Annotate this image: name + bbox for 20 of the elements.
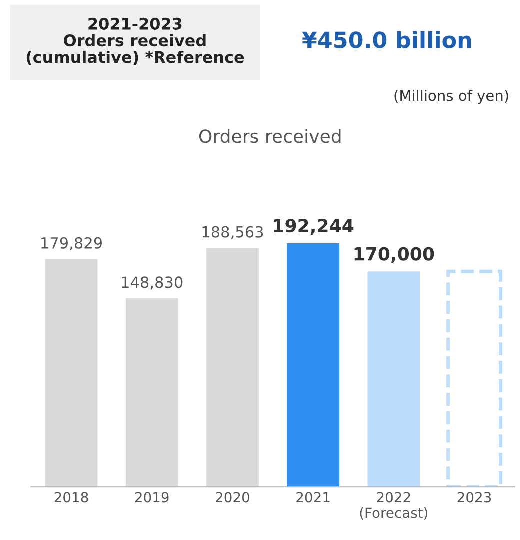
bar xyxy=(126,298,178,488)
data-label: 148,830 xyxy=(122,276,183,290)
chart-title: Orders received xyxy=(199,129,341,144)
text: (Millions of yen) xyxy=(394,90,508,104)
bar xyxy=(368,272,420,488)
data-label: 170,000 xyxy=(354,247,434,264)
bar xyxy=(45,259,98,488)
text: 2021-2023 Orders received (cumulative) *Reference xyxy=(26,18,244,66)
x-tick-label: 2022 (Forecast) xyxy=(360,492,428,520)
x-tick-label: 2020 xyxy=(216,492,250,503)
x-tick-label: 2019 xyxy=(135,492,169,503)
x-tick-label: 2023 xyxy=(458,492,492,503)
data-label: 192,244 xyxy=(274,219,354,235)
x-tick-label: 2018 xyxy=(54,492,88,503)
data-label: 188,563 xyxy=(202,226,264,240)
text: ¥450.0 billion xyxy=(302,31,472,48)
bar xyxy=(206,248,259,488)
bar xyxy=(287,243,340,488)
x-tick-label: 2021 xyxy=(296,492,330,503)
data-label: 179,829 xyxy=(42,237,102,250)
